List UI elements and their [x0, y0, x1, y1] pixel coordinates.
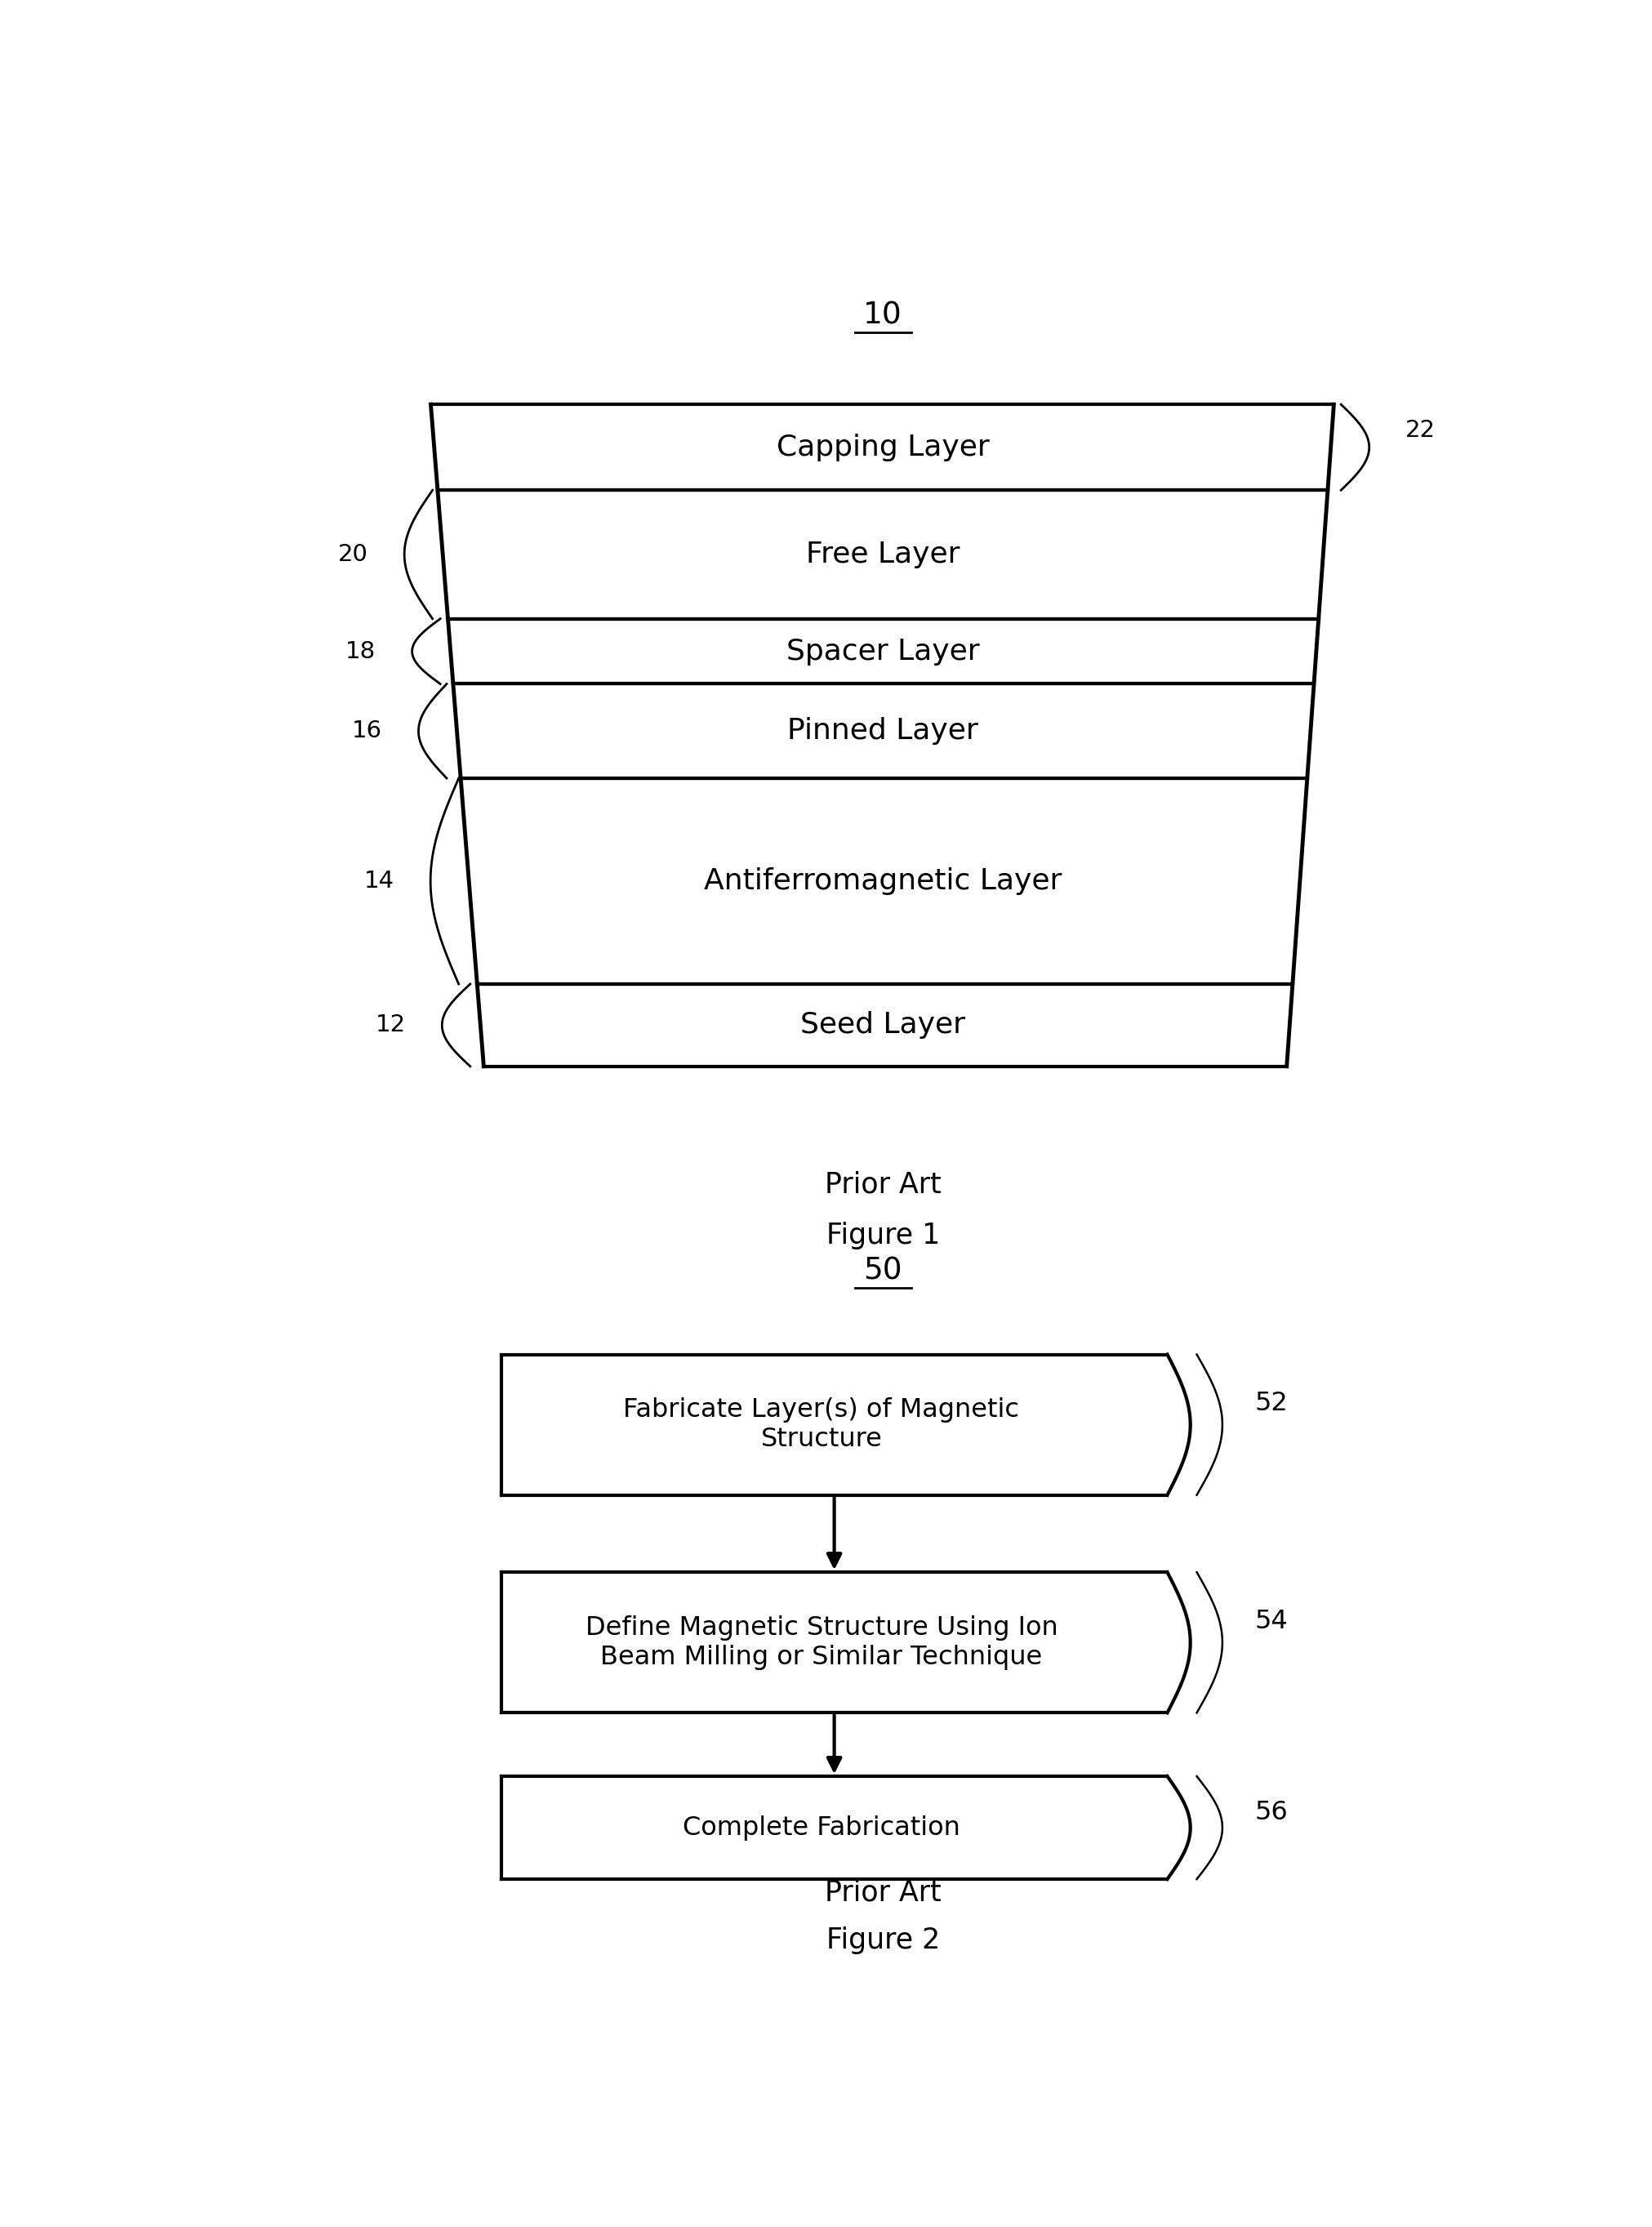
Text: Complete Fabrication: Complete Fabrication: [682, 1815, 960, 1840]
Text: 14: 14: [363, 871, 395, 893]
Text: Figure 2: Figure 2: [826, 1926, 940, 1955]
Text: 12: 12: [375, 1013, 406, 1036]
Polygon shape: [501, 1777, 1189, 1880]
Text: 18: 18: [345, 639, 377, 664]
Text: 50: 50: [862, 1256, 902, 1285]
Text: Pinned Layer: Pinned Layer: [786, 717, 978, 746]
Text: Capping Layer: Capping Layer: [776, 434, 990, 461]
Text: 52: 52: [1254, 1392, 1287, 1416]
Polygon shape: [477, 984, 1292, 1067]
Text: Antiferromagnetic Layer: Antiferromagnetic Layer: [704, 866, 1061, 895]
Text: Define Magnetic Structure Using Ion
Beam Milling or Similar Technique: Define Magnetic Structure Using Ion Beam…: [585, 1615, 1057, 1670]
Polygon shape: [431, 405, 1333, 490]
Polygon shape: [448, 619, 1318, 684]
Text: Prior Art: Prior Art: [824, 1171, 940, 1198]
Text: 10: 10: [862, 301, 902, 330]
Text: 16: 16: [352, 719, 382, 742]
Polygon shape: [453, 684, 1313, 777]
Text: Spacer Layer: Spacer Layer: [786, 637, 980, 666]
Text: Fabricate Layer(s) of Magnetic
Structure: Fabricate Layer(s) of Magnetic Structure: [623, 1399, 1019, 1452]
Polygon shape: [501, 1354, 1189, 1494]
Polygon shape: [461, 777, 1307, 984]
Polygon shape: [501, 1572, 1189, 1713]
Text: Free Layer: Free Layer: [806, 541, 960, 568]
Text: 56: 56: [1254, 1799, 1287, 1824]
Text: Seed Layer: Seed Layer: [800, 1011, 965, 1040]
Polygon shape: [438, 490, 1327, 619]
Text: Figure 1: Figure 1: [826, 1223, 940, 1249]
Text: Prior Art: Prior Art: [824, 1880, 940, 1906]
Text: 54: 54: [1254, 1608, 1287, 1635]
Text: 20: 20: [339, 543, 368, 566]
Text: 22: 22: [1404, 419, 1436, 441]
